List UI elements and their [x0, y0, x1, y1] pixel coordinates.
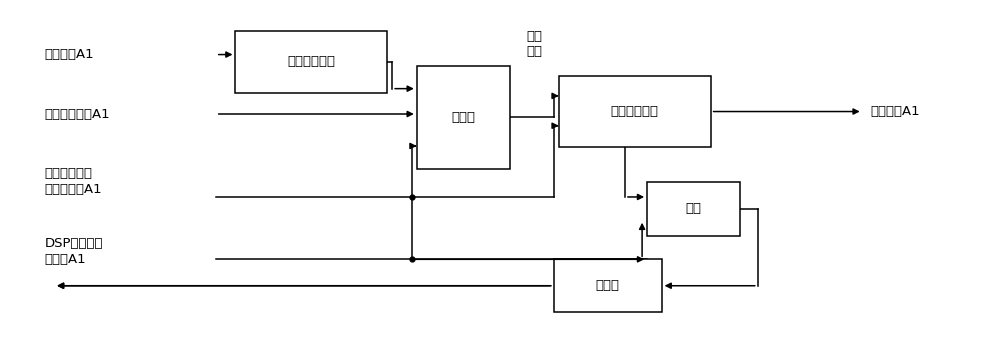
Bar — [235, 31, 387, 93]
Text: 逻辑与: 逻辑与 — [451, 111, 475, 124]
Text: 调节单元发出
的驱动信号A1: 调节单元发出 的驱动信号A1 — [44, 167, 102, 196]
Text: 驱动欠压信号A1: 驱动欠压信号A1 — [44, 108, 110, 121]
Text: 电流信号A1: 电流信号A1 — [44, 48, 94, 61]
Bar — [647, 182, 740, 236]
Text: 逻辑非: 逻辑非 — [596, 279, 620, 292]
Bar — [559, 76, 711, 147]
Bar — [554, 259, 662, 312]
Text: DSP发出的驱
动信号A1: DSP发出的驱 动信号A1 — [44, 237, 103, 266]
Text: 过流比较单元: 过流比较单元 — [287, 56, 335, 68]
Text: 信号输出单元: 信号输出单元 — [611, 105, 659, 118]
Text: 异或: 异或 — [686, 203, 702, 215]
Bar — [417, 66, 510, 168]
Text: 驱动信号A1: 驱动信号A1 — [870, 105, 920, 118]
Text: 使能
信号: 使能 信号 — [526, 30, 542, 58]
